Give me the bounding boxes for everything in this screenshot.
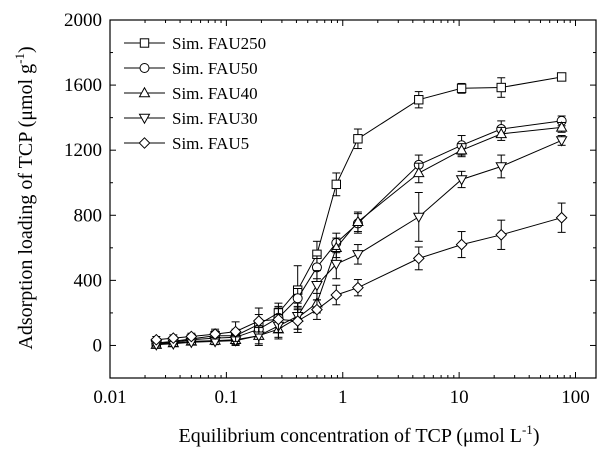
data-point bbox=[556, 72, 567, 82]
data-point bbox=[495, 162, 508, 173]
y-axis-label: Adsorption loading of TCP (μmol g-1) bbox=[12, 46, 37, 349]
x-axis-label: Equilibrium concentration of TCP (μmol L… bbox=[179, 422, 540, 447]
legend-item: Sim. FAU40 bbox=[124, 84, 258, 103]
data-point bbox=[455, 238, 468, 251]
x-tick-label: 10 bbox=[450, 387, 469, 408]
data-point bbox=[229, 325, 242, 338]
data-point bbox=[292, 293, 303, 304]
y-axis-label-end: ) bbox=[15, 46, 37, 53]
legend-label: Sim. FAU50 bbox=[172, 59, 258, 78]
legend-marker bbox=[139, 63, 150, 73]
data-point bbox=[291, 315, 304, 327]
legend-marker bbox=[138, 137, 151, 149]
x-tick-label: 100 bbox=[561, 387, 590, 408]
data-point bbox=[331, 179, 341, 190]
y-axis-label-text: Adsorption loading of TCP (μmol g bbox=[15, 64, 37, 350]
x-axis-label-end: ) bbox=[533, 425, 540, 447]
data-point bbox=[352, 281, 364, 294]
legend-item: Sim. FAU250 bbox=[124, 34, 266, 53]
series-diamond bbox=[150, 202, 568, 346]
data-point bbox=[252, 315, 265, 327]
data-point bbox=[412, 212, 425, 224]
data-point bbox=[555, 136, 568, 147]
legend-label: Sim. FAU30 bbox=[172, 109, 258, 128]
y-tick-label: 1600 bbox=[64, 75, 102, 96]
y-tick-label: 400 bbox=[74, 270, 103, 291]
data-point bbox=[209, 328, 222, 340]
data-point bbox=[352, 250, 364, 261]
x-axis-label-text: Equilibrium concentration of TCP (μmol L bbox=[179, 425, 522, 447]
x-tick-label: 1 bbox=[338, 387, 348, 408]
data-point bbox=[555, 211, 568, 224]
series-triangle-down bbox=[150, 135, 568, 351]
legend-label: Sim. FAU5 bbox=[172, 134, 249, 153]
legend-label: Sim. FAU40 bbox=[172, 84, 258, 103]
x-tick-label: 0.01 bbox=[93, 387, 126, 408]
x-axis-label-sup: -1 bbox=[522, 422, 533, 437]
data-point bbox=[495, 228, 508, 241]
legend-item: Sim. FAU30 bbox=[124, 109, 258, 128]
y-tick-label: 800 bbox=[74, 205, 103, 226]
data-point bbox=[414, 95, 424, 105]
legend-marker bbox=[139, 38, 150, 48]
legend-marker bbox=[138, 86, 151, 98]
data-point bbox=[412, 252, 425, 265]
x-tick-label: 0.1 bbox=[215, 387, 239, 408]
data-point bbox=[167, 332, 180, 345]
y-tick-label: 1200 bbox=[64, 140, 102, 161]
data-point bbox=[311, 281, 323, 292]
legend: Sim. FAU250 Sim. FAU50 Sim. FAU40 Sim. FAU3… bbox=[124, 34, 266, 153]
data-point bbox=[150, 333, 163, 346]
axes: 0 400 800 1200 1600 2000 0.01 0.1 1 10 100 bbox=[64, 10, 597, 408]
legend-label: Sim. FAU250 bbox=[172, 34, 266, 53]
series-layer bbox=[150, 72, 568, 351]
y-tick-label: 2000 bbox=[64, 10, 102, 31]
legend-marker bbox=[138, 113, 151, 125]
data-point bbox=[456, 83, 467, 94]
legend-item: Sim. FAU5 bbox=[124, 134, 249, 153]
data-point bbox=[455, 175, 468, 186]
data-point bbox=[496, 82, 506, 93]
y-tick-label: 0 bbox=[93, 335, 103, 356]
data-point bbox=[555, 121, 568, 132]
data-point bbox=[352, 215, 364, 226]
data-point bbox=[455, 143, 468, 155]
data-point bbox=[330, 289, 343, 301]
data-point bbox=[495, 127, 508, 139]
y-axis-label-sup: -1 bbox=[12, 53, 27, 64]
data-point bbox=[353, 134, 363, 144]
data-point bbox=[185, 330, 198, 343]
plot-frame bbox=[109, 19, 597, 379]
legend-item: Sim. FAU50 bbox=[124, 59, 258, 78]
data-point bbox=[412, 166, 425, 178]
data-point bbox=[272, 313, 285, 326]
data-point bbox=[311, 303, 323, 316]
data-point bbox=[330, 259, 343, 271]
